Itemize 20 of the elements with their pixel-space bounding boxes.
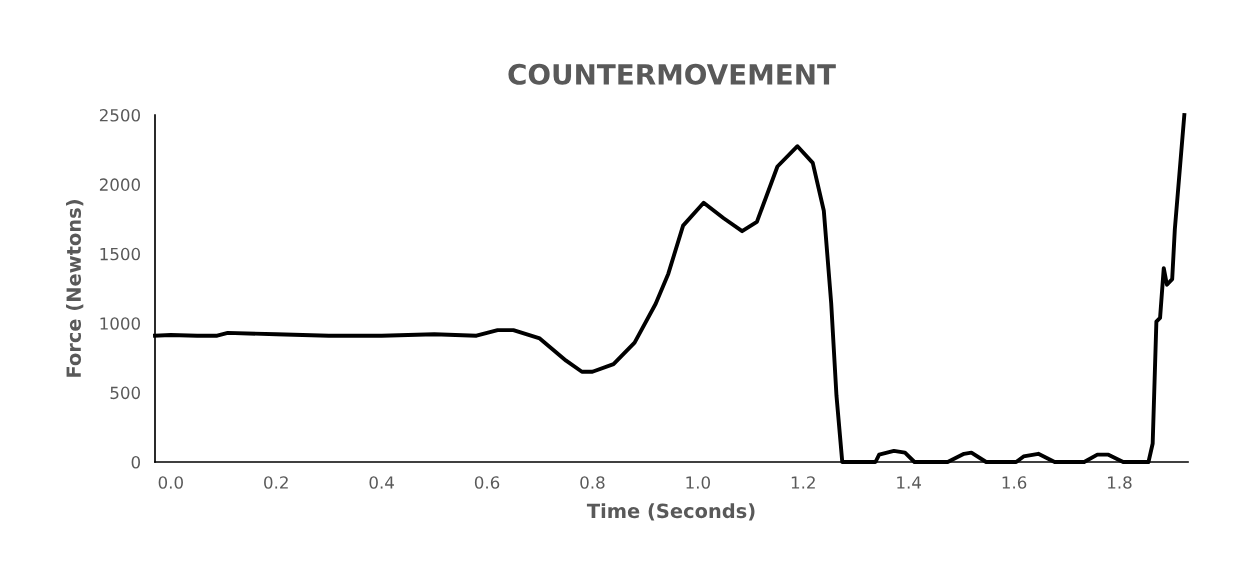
x-tick-label: 1.6 bbox=[1002, 476, 1027, 489]
x-tick-label: 1.2 bbox=[791, 476, 815, 489]
chart-title: COUNTERMOVEMENT bbox=[508, 63, 836, 85]
x-tick-label: 1.4 bbox=[897, 476, 921, 489]
x-tick-label: 0.4 bbox=[369, 476, 394, 489]
x-tick-label: 1.8 bbox=[1108, 476, 1132, 489]
y-tick-label: 2500 bbox=[99, 108, 140, 122]
y-tick-label: 2000 bbox=[99, 178, 140, 191]
x-tick-label: 0.8 bbox=[580, 476, 605, 489]
y-tick-label: 1000 bbox=[100, 317, 140, 330]
y-tick-label: 1500 bbox=[100, 247, 140, 261]
x-tick-label: 0.6 bbox=[474, 476, 500, 489]
x-tick-label: 0.0 bbox=[158, 476, 183, 489]
x-axis-title: Time (Seconds) bbox=[586, 503, 755, 521]
x-tick-label: 1.0 bbox=[686, 476, 710, 489]
x-tick-label: 0.2 bbox=[264, 476, 288, 489]
y-tick-label: 500 bbox=[110, 386, 140, 400]
line-series bbox=[153, 113, 1187, 464]
y-tick-label: 0 bbox=[131, 455, 140, 469]
y-axis-title: Force (Newtons) bbox=[66, 200, 84, 377]
